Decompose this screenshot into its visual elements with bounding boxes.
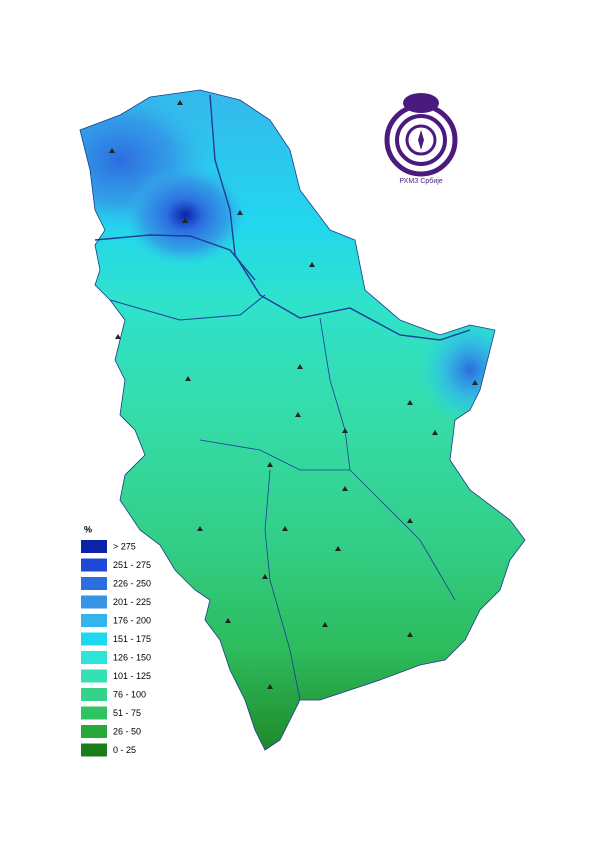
legend-label: 126 - 150 (113, 652, 151, 662)
legend-swatch (81, 651, 107, 664)
legend-title: % (84, 524, 92, 534)
rivers (94, 94, 471, 701)
legend-swatch (81, 558, 107, 572)
legend-label: 176 - 200 (113, 615, 151, 625)
legend-label: 26 - 50 (113, 726, 141, 736)
legend-label: 226 - 250 (113, 578, 151, 588)
legend-label: 251 - 275 (113, 560, 151, 570)
legend-swatch (81, 595, 107, 609)
legend-swatch (81, 632, 107, 646)
legend-swatch (81, 706, 107, 720)
stations (109, 100, 478, 689)
legend-swatch (81, 669, 107, 683)
legend-label: 201 - 225 (113, 597, 151, 607)
logo-text: РХМЗ Србије (399, 177, 442, 185)
legend-swatch (81, 577, 107, 590)
legend-swatch (81, 688, 107, 701)
legend: > 275 251 - 275 226 - 250 201 - 225 176 - 20… (81, 540, 151, 757)
legend-swatch (81, 614, 107, 627)
legend-swatch (81, 725, 107, 738)
legend-swatch (81, 743, 107, 757)
legend-label: 76 - 100 (113, 689, 146, 699)
legend-label: 151 - 175 (113, 634, 151, 644)
legend-label: 0 - 25 (113, 745, 136, 755)
logo: РХМЗ Србије (384, 93, 458, 185)
map (80, 90, 525, 750)
legend-label: 101 - 125 (113, 671, 151, 681)
legend-swatch (81, 540, 107, 553)
legend-label: 51 - 75 (113, 708, 141, 718)
legend-label: > 275 (113, 541, 136, 551)
